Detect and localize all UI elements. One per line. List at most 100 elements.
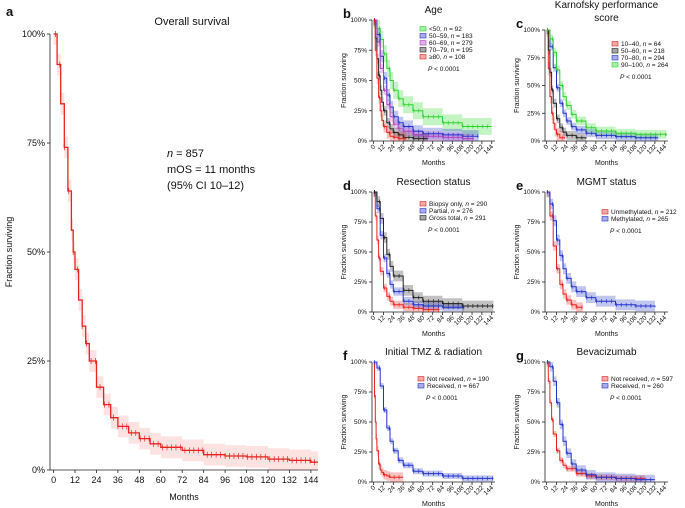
x-tick-label: 144 [303,475,318,485]
y-tick-label: 75% [354,389,367,396]
x-tick-label: 48 [406,143,416,153]
x-axis-label: Months [595,331,618,338]
x-tick-label: 24 [560,484,570,494]
x-tick-label: 144 [483,314,496,327]
x-tick-label: 12 [550,143,560,153]
panel-label: d [343,178,351,193]
x-tick-label: 48 [579,314,589,324]
series-line-0 [373,19,492,127]
panel-label: b [343,6,351,21]
x-tick-label: 60 [589,484,599,494]
y-tick-label: 75% [27,138,45,148]
legend-label-1: Partial, n = 276 [429,208,473,215]
y-tick-label: 75% [354,219,367,226]
x-axis-label: Months [595,160,618,167]
p-value: P < 0.0001 [610,228,642,235]
legend-label-1: 50–59, n = 183 [429,33,473,40]
x-tick-label: 60 [416,143,426,153]
y-tick-label: 0% [358,309,368,316]
x-tick-label: 36 [397,314,407,324]
x-tick-label: 84 [436,484,446,494]
y-tick-label: 25% [354,279,367,286]
legend-swatch-1 [601,383,609,389]
censor-marks-0 [374,393,400,480]
legend-swatch-0 [419,26,427,32]
ci-band-0 [373,20,492,135]
panel-e: e MGMT status 0% 25% 50% 75% 100% 0 12 24 36 48 60 72… [514,177,677,338]
y-axis-label: Fraction surviving [341,53,348,108]
x-tick-label: 96 [619,484,629,494]
y-tick-label: 100% [523,359,540,366]
x-tick-label: 72 [599,314,609,324]
annotation-1: mOS = 11 months [167,164,256,176]
x-tick-label: 144 [656,314,669,327]
x-tick-label: 84 [609,314,619,324]
series-line-2 [546,29,659,139]
x-tick-label: 36 [570,484,580,494]
y-tick-label: 25% [27,356,45,366]
x-tick-label: 48 [134,475,144,485]
series-line-1 [546,191,656,308]
series-line-4 [373,19,407,140]
x-tick-label: 144 [656,143,669,156]
legend-swatch-1 [419,33,427,39]
y-tick-label: 75% [527,389,540,396]
x-tick-label: 144 [483,484,496,497]
y-tick-label: 25% [354,108,367,115]
censor-marks-0 [55,31,315,466]
y-tick-label: 100% [350,17,367,24]
x-tick-label: 48 [579,143,589,153]
series-line-0 [373,191,440,311]
legend-swatch-0 [601,376,609,382]
y-axis-label: Fraction surviving [341,224,348,279]
y-tick-label: 25% [354,449,367,456]
series-line-1 [373,191,465,309]
x-tick-label: 120 [260,475,275,485]
x-tick-label: 12 [377,143,387,153]
panel-title: Overall survival [154,16,229,28]
legend-label-0: Unmethylated, n = 212 [611,209,677,216]
legend-swatch-1 [611,48,619,54]
x-tick-label: 108 [239,475,254,485]
legend-swatch-1 [419,208,427,214]
x-tick-label: 36 [113,475,123,485]
p-value: P < 0.0001 [426,395,458,402]
panel-c: c Karnofsky performance score 0% 25% 50% 75% 10… [514,0,669,167]
legend-swatch-2 [611,55,619,61]
x-axis-label: Months [422,501,445,508]
y-tick-label: 50% [527,249,540,256]
y-axis-label: Fraction surviving [341,394,348,449]
legend-swatch-2 [419,40,427,46]
x-tick-label: 24 [91,475,101,485]
x-tick-label: 48 [406,484,416,494]
panel-label: e [516,178,523,193]
x-tick-label: 24 [560,143,570,153]
x-tick-label: 96 [619,314,629,324]
y-axis-label: Fraction surviving [514,58,521,113]
y-tick-label: 100% [523,189,540,196]
x-tick-label: 12 [550,314,560,324]
x-tick-label: 0 [543,484,551,492]
x-axis-label: Months [422,331,445,338]
legend-label-4: ≥80, n = 108 [429,54,466,61]
panel-title: Karnofsky performance [555,0,659,11]
legend-swatch-0 [611,41,619,47]
x-tick-label: 132 [282,475,297,485]
y-tick-label: 100% [523,27,540,34]
x-tick-label: 96 [446,484,456,494]
panel-d: d Resection status 0% 25% 50% 75% 100% 0 12 24 36 4… [341,177,495,338]
x-tick-label: 0 [370,484,378,492]
x-tick-label: 36 [570,143,580,153]
ci-band-0 [373,362,404,482]
series-line-3 [546,29,667,136]
annotation-0: n = 857 [167,148,204,160]
x-tick-label: 96 [220,475,230,485]
panel-title: MGMT status [577,177,637,188]
series-line-1 [373,19,479,137]
x-tick-label: 48 [579,484,589,494]
series-line-1 [546,361,655,481]
annotation-block: n = 857 mOS = 11 months (95% CI 10–12) [167,148,256,192]
x-tick-label: 96 [619,143,629,153]
